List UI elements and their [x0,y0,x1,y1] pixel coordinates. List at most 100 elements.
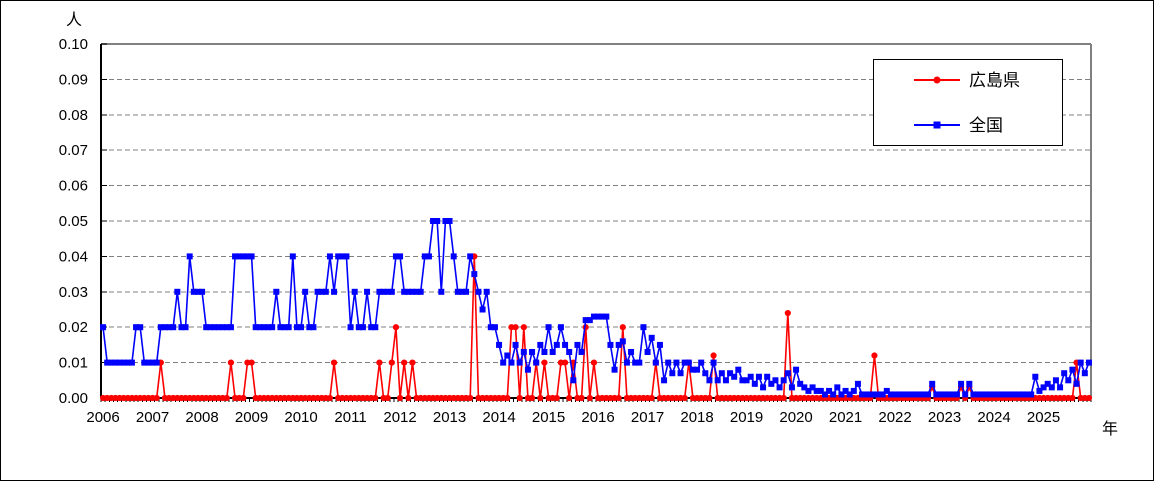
data-point [553,341,560,348]
data-point [685,359,692,366]
data-point [232,253,239,260]
data-point [974,391,981,398]
data-point [1052,377,1059,384]
data-point [351,288,358,295]
data-point [982,391,989,398]
data-point [821,391,828,398]
data-point [586,317,593,324]
data-point [326,394,334,402]
data-point [401,359,408,366]
data-point [689,366,696,373]
data-point [648,334,655,341]
data-point [454,288,461,295]
data-point [520,348,527,355]
data-point [442,218,449,224]
data-point [611,366,618,373]
data-point [578,348,585,355]
x-year-label: 2016 [581,409,614,426]
data-point [318,288,325,295]
data-point [446,218,453,224]
data-point [615,341,622,348]
data-point [273,288,280,295]
data-point [388,359,395,366]
y-tick-label: 0.07 [59,142,88,159]
data-point [999,391,1006,398]
data-point [846,391,853,398]
data-point [149,359,156,366]
data-point [764,373,771,380]
data-point [669,370,676,377]
data-point [784,370,791,377]
data-point [986,391,993,398]
data-point [372,324,379,331]
x-year-label: 2010 [284,409,317,426]
data-point [854,380,861,387]
y-axis-unit-label: 人 [66,12,83,29]
x-year-label: 2023 [928,409,961,426]
data-point [223,394,230,402]
data-point [809,384,816,391]
data-point [788,384,795,391]
data-point [281,324,288,331]
data-point [644,348,651,355]
data-point [925,391,932,398]
data-point [677,370,684,377]
data-point [186,253,193,260]
data-point [941,391,948,398]
data-point [879,391,886,398]
data-point [830,391,837,398]
data-point [434,218,441,224]
data-point [1081,370,1088,377]
data-point [236,253,243,260]
data-point [739,377,746,384]
data-point [1085,394,1093,402]
data-point [182,324,189,331]
data-point [141,359,148,366]
data-point [867,391,874,398]
data-point [871,352,878,359]
data-point [706,377,713,384]
data-point [780,394,787,402]
data-point [578,394,585,402]
x-year-label: 2021 [829,409,862,426]
data-point [335,253,342,260]
data-point [376,359,383,366]
data-point [945,391,952,398]
data-point [516,394,523,402]
data-point [265,324,272,331]
data-point [557,324,564,331]
data-point [912,391,919,398]
data-point [887,391,894,398]
x-year-label: 2008 [185,409,218,426]
data-point [285,324,292,331]
data-point [1003,391,1010,398]
data-point [1028,391,1035,398]
data-point [1085,359,1092,366]
data-point [607,341,614,348]
data-point [227,359,235,366]
data-point [376,288,383,295]
data-point [545,324,552,331]
data-point [623,359,630,366]
data-point [533,359,540,366]
circle-marker-icon [933,76,941,84]
data-point [397,253,404,260]
data-point [698,359,705,366]
data-point [710,352,717,359]
data-point [619,338,626,345]
data-point [681,394,688,402]
data-point [1024,391,1031,398]
data-point [615,394,622,402]
y-tick-label: 0.00 [59,390,88,407]
x-year-label: 2013 [433,409,466,426]
data-point [619,324,626,331]
data-point [962,391,969,398]
data-point [1069,366,1076,373]
data-point [661,377,668,384]
data-point [834,384,841,391]
data-point [574,341,581,348]
data-point [508,359,515,366]
data-point [871,391,878,398]
data-point [153,394,160,402]
data-point [269,324,276,331]
